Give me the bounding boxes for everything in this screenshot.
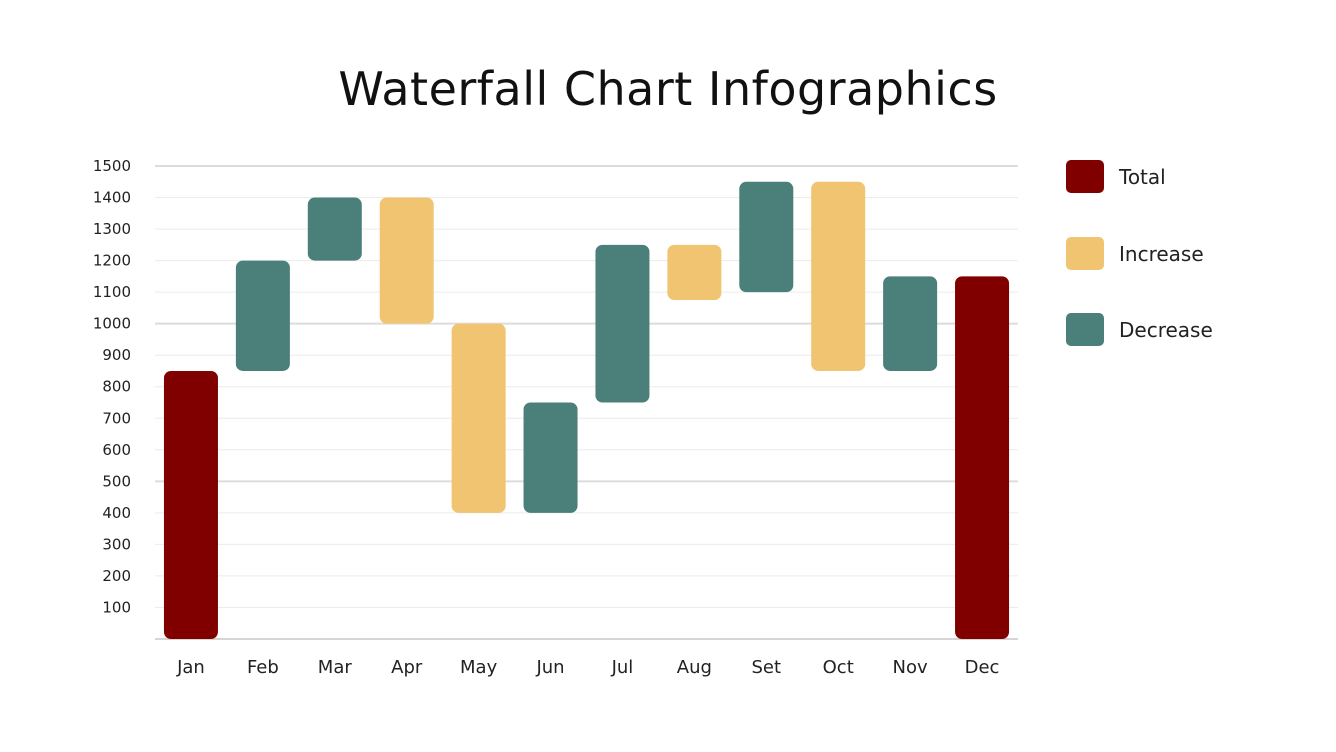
legend-item-total: Total [1066, 160, 1166, 193]
bar-may [451, 323, 506, 513]
legend-label-total: Total [1119, 164, 1166, 189]
y-tick-label: 900 [102, 346, 131, 364]
bar-mar [307, 197, 362, 261]
y-tick-label: 800 [102, 378, 131, 396]
y-tick-label: 500 [102, 472, 131, 490]
y-tick-label: 1400 [93, 189, 131, 207]
bar-dec [955, 276, 1010, 639]
legend-label-increase: Increase [1119, 241, 1204, 266]
legend-swatch-total [1066, 160, 1104, 193]
y-tick-label: 400 [102, 504, 131, 522]
y-tick-label: 1000 [93, 315, 131, 333]
legend-label-decrease: Decrease [1119, 317, 1213, 342]
bar-feb [235, 260, 290, 371]
chart-title: Waterfall Chart Infographics [338, 62, 998, 116]
bar-set [739, 181, 794, 293]
x-tick-label: Dec [965, 657, 1000, 678]
x-tick-label: Jul [611, 657, 634, 678]
x-tick-label: Jan [176, 657, 205, 678]
y-tick-label: 300 [102, 535, 131, 553]
x-tick-label: May [460, 657, 498, 678]
y-tick-label: 1300 [93, 220, 131, 238]
x-tick-label: Aug [677, 657, 712, 678]
legend-swatch-increase [1066, 237, 1104, 270]
y-tick-label: 1100 [93, 283, 131, 301]
x-tick-label: Jun [535, 657, 564, 678]
legend-item-decrease: Decrease [1066, 313, 1213, 346]
bar-nov [883, 276, 938, 371]
bar-aug [667, 244, 722, 301]
legend-item-increase: Increase [1066, 237, 1204, 270]
y-tick-label: 100 [102, 598, 131, 616]
bar-jul [595, 244, 650, 403]
y-tick-label: 600 [102, 441, 131, 459]
x-tick-label: Mar [318, 657, 353, 678]
bar-apr [379, 197, 434, 324]
x-tick-label: Nov [893, 657, 928, 678]
x-tick-label: Set [752, 657, 782, 678]
legend-swatch-decrease [1066, 313, 1104, 346]
y-tick-label: 1500 [93, 157, 131, 175]
bar-jan [163, 370, 218, 639]
x-tick-label: Oct [823, 657, 854, 678]
y-tick-label: 700 [102, 409, 131, 427]
x-tick-label: Feb [247, 657, 279, 678]
y-tick-label: 200 [102, 567, 131, 585]
x-tick-label: Apr [391, 657, 423, 678]
bar-oct [811, 181, 866, 371]
bar-jun [523, 402, 578, 513]
y-tick-label: 1200 [93, 252, 131, 270]
